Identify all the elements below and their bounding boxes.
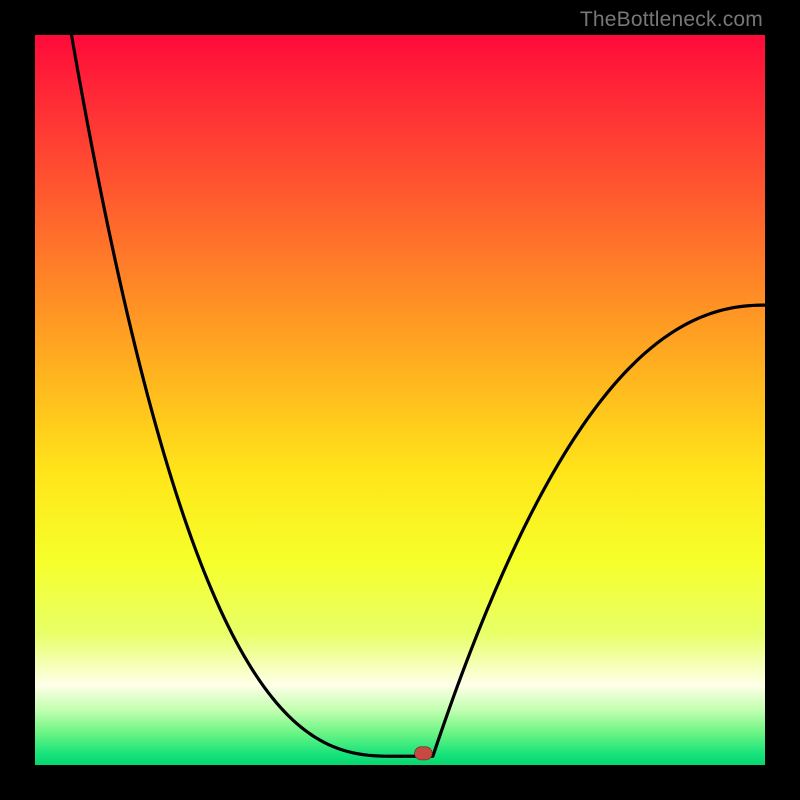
optimum-marker: [415, 747, 433, 760]
gradient-background: [35, 35, 765, 765]
plot-svg: [35, 35, 765, 765]
watermark-label: TheBottleneck.com: [580, 8, 763, 32]
plot-area: [35, 35, 765, 765]
chart-frame: TheBottleneck.com: [0, 0, 800, 800]
